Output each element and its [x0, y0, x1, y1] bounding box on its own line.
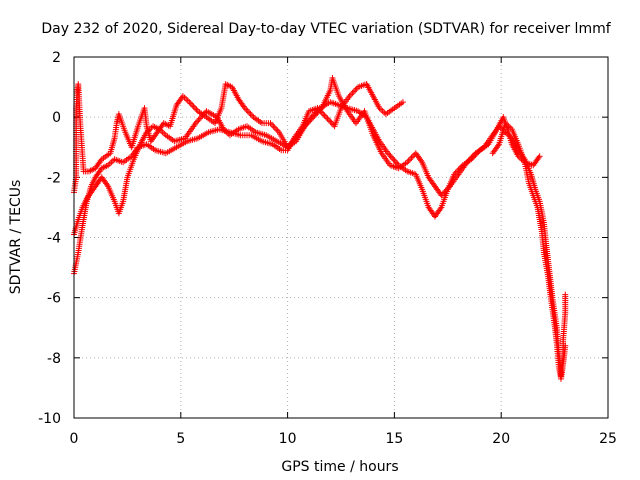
- y-tick-label: -2: [47, 170, 61, 186]
- y-tick-label: -4: [47, 231, 61, 247]
- data-points: [71, 75, 569, 382]
- x-axis-label: GPS time / hours: [281, 459, 398, 475]
- data-point: [399, 99, 406, 106]
- plot-frame: [73, 56, 609, 419]
- series-track-4: [489, 120, 569, 382]
- x-tick-label: 20: [492, 431, 510, 447]
- series-track-3: [71, 75, 569, 379]
- series-track-1: [71, 81, 406, 277]
- y-tick-label: 0: [52, 110, 61, 126]
- axis-ticks: 0 5 10 15 20 25 -10 -8 -6 -4 -2 0 2: [38, 50, 617, 447]
- y-tick-label: -8: [47, 351, 61, 367]
- y-tick-label: -6: [47, 291, 61, 307]
- x-tick-label: 5: [176, 431, 185, 447]
- y-tick-label: -10: [38, 411, 61, 427]
- y-tick-label: 2: [52, 50, 61, 66]
- data-point: [562, 291, 569, 298]
- x-tick-label: 15: [385, 431, 403, 447]
- chart-title: Day 232 of 2020, Sidereal Day-to-day VTE…: [41, 21, 611, 37]
- y-axis-label: SDTVAR / TECUs: [8, 180, 24, 295]
- data-point: [536, 153, 543, 160]
- data-point: [562, 342, 569, 349]
- x-tick-label: 10: [279, 431, 297, 447]
- x-tick-label: 0: [70, 431, 79, 447]
- x-tick-label: 25: [599, 431, 617, 447]
